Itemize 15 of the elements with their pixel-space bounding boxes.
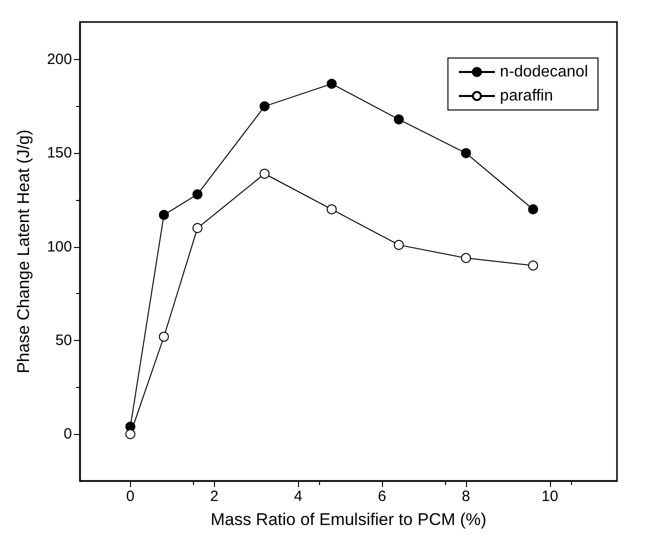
y-tick-label: 150 <box>46 144 72 162</box>
x-tick-label: 10 <box>542 488 558 505</box>
x-tick-label: 2 <box>210 488 218 505</box>
x-tick-label: 4 <box>294 488 302 505</box>
x-tick-label: 6 <box>378 488 386 505</box>
legend-label: n-dodecanol <box>500 64 588 80</box>
y-tick-label: 200 <box>46 50 72 68</box>
x-tick-label: 0 <box>126 488 135 505</box>
x-tick-label: 8 <box>462 488 470 505</box>
y-tick-label: 50 <box>55 332 72 349</box>
x-axis-title: Mass Ratio of Emulsifier to PCM (%) <box>210 510 486 529</box>
y-axis-title: Phase Change Latent Heat (J/g) <box>14 130 33 374</box>
y-tick-label: 100 <box>46 238 72 256</box>
legend-label: paraffin <box>500 88 554 104</box>
y-tick-label: 0 <box>64 426 72 443</box>
